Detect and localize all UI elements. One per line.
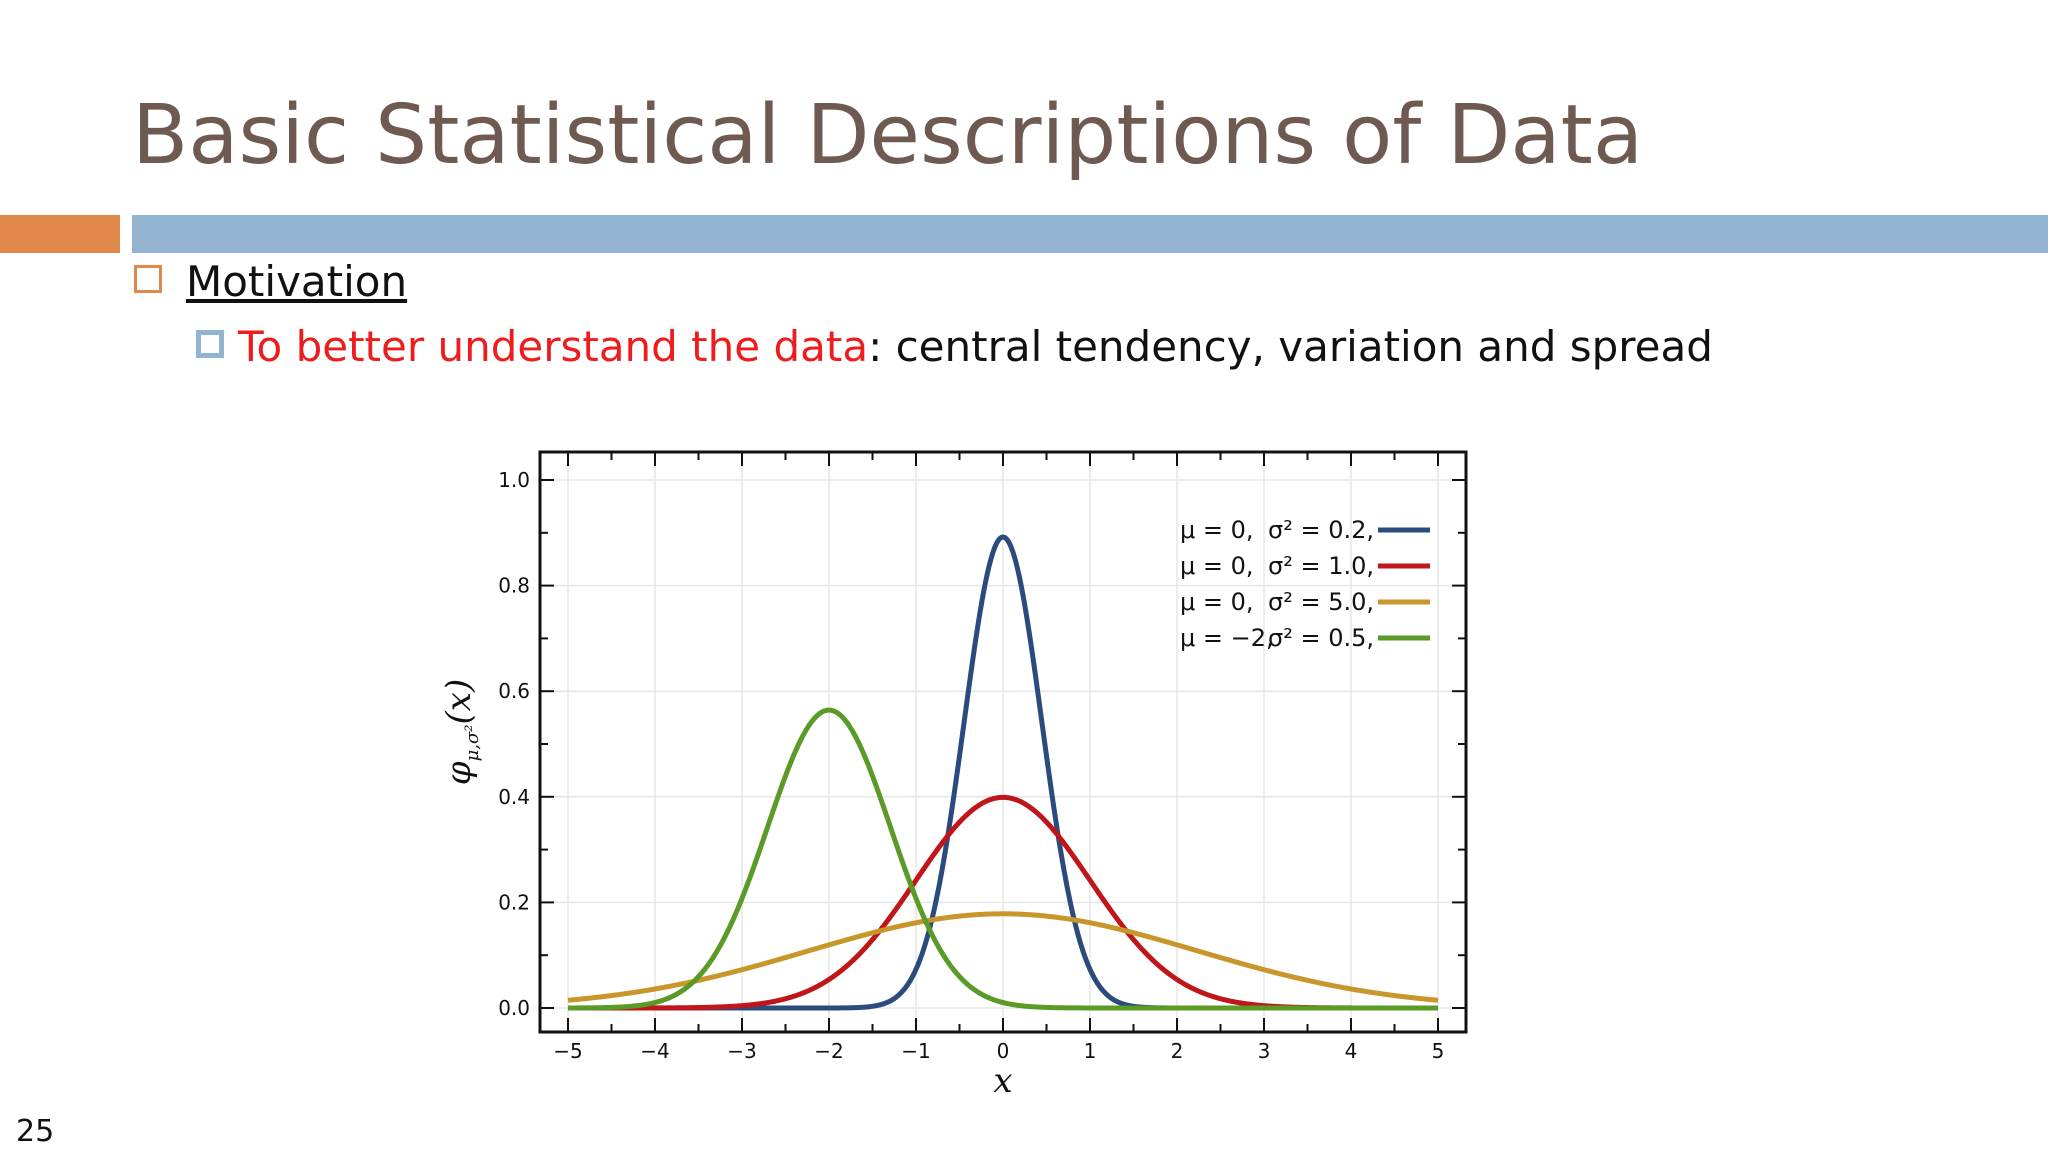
bullet-square-icon [134, 264, 162, 293]
bullet-motivation-label: Motivation [186, 257, 408, 306]
x-tick-label: 1 [1084, 1039, 1097, 1063]
bullet-motivation: Motivation [134, 257, 407, 306]
y-axis-label: φμ,σ²(x) [439, 679, 483, 785]
x-axis-label: x [993, 1061, 1012, 1101]
legend-variance-label: σ² = 0.5, [1268, 624, 1374, 652]
page-number: 25 [16, 1114, 55, 1149]
x-tick-label: −5 [553, 1039, 582, 1063]
x-tick-label: −1 [901, 1039, 930, 1063]
x-tick-label: −4 [640, 1039, 669, 1063]
y-tick-label: 0.0 [498, 996, 530, 1020]
legend-mu-label: μ = −2, [1180, 624, 1274, 652]
x-tick-label: 2 [1171, 1039, 1184, 1063]
x-tick-label: −3 [727, 1039, 756, 1063]
y-tick-label: 0.2 [498, 890, 530, 914]
y-tick-label: 0.8 [498, 574, 530, 598]
series-line-3 [566, 911, 1440, 1003]
x-tick-label: 3 [1258, 1039, 1271, 1063]
y-tick-label: 0.6 [498, 679, 530, 703]
y-tick-label: 0.4 [498, 785, 530, 809]
x-tick-label: 4 [1345, 1039, 1358, 1063]
slide-title: Basic Statistical Descriptions of Data [132, 88, 1644, 183]
accent-bar-blue [132, 215, 2048, 253]
legend-mu-label: μ = 0, [1180, 516, 1254, 544]
legend-variance-label: σ² = 1.0, [1268, 552, 1374, 580]
series-line-4 [566, 707, 1440, 1011]
y-tick-label: 1.0 [498, 468, 530, 492]
bullet-understand: To better understand the data: central t… [196, 322, 1713, 371]
x-tick-label: −2 [814, 1039, 843, 1063]
legend-mu-label: μ = 0, [1180, 552, 1254, 580]
x-tick-label: 5 [1432, 1039, 1445, 1063]
legend-variance-label: σ² = 0.2, [1268, 516, 1374, 544]
bullet-filled-square-icon [196, 329, 224, 358]
legend-mu-label: μ = 0, [1180, 588, 1254, 616]
accent-bar-orange [0, 215, 120, 253]
bullet-rest-text: : central tendency, variation and spread [868, 322, 1713, 371]
legend-variance-label: σ² = 5.0, [1268, 588, 1374, 616]
normal-distribution-chart: −5 −4 −3 −2 −1 0 1 2 3 4 5 0.0 0.2 0.4 0.6 0.8 1.0 x φμ,σ²… [439, 450, 1468, 1101]
x-tick-label: 0 [997, 1039, 1010, 1063]
bullet-highlight-text: To better understand the data [238, 322, 869, 371]
